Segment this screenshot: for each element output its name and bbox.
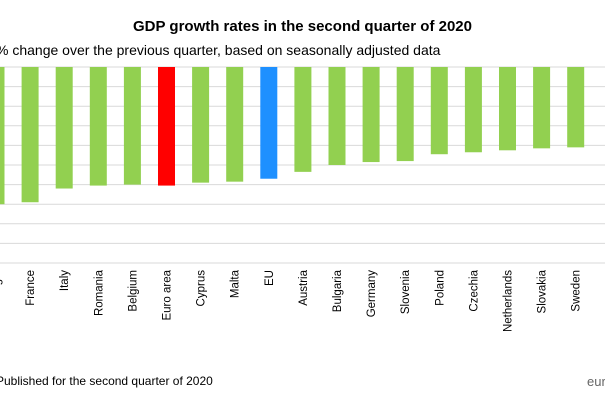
bar-malta <box>226 67 244 182</box>
category-label: Italy <box>59 270 71 291</box>
bar-netherlands <box>499 67 516 151</box>
category-label: Slovakia <box>537 269 549 313</box>
bar-poland <box>430 67 448 155</box>
category-label: Austria <box>298 269 310 305</box>
bar-slovenia <box>396 67 414 162</box>
bar-romania <box>89 67 107 186</box>
category-label: Euro area <box>162 269 174 320</box>
bar-belgium <box>123 67 141 185</box>
category-label: Bulgaria <box>332 269 344 312</box>
category-label: Romania <box>93 269 105 316</box>
category-labels: Portugal France Italy Romania Belgium Euro ar… <box>0 269 583 332</box>
bar-czechia <box>464 67 482 153</box>
bars <box>0 67 585 205</box>
category-label: Sweden <box>571 270 583 312</box>
category-label: Belgium <box>127 270 139 312</box>
bar-france <box>21 67 39 203</box>
bar-austria <box>294 67 312 172</box>
category-label: Czechia <box>468 269 480 311</box>
category-label: Slovenia <box>400 269 412 314</box>
category-label: Poland <box>434 270 446 306</box>
category-label: Malta <box>230 269 242 298</box>
bar-eu <box>260 67 278 179</box>
bar-sweden <box>567 67 585 148</box>
category-label: Germany <box>366 270 378 318</box>
bar-slovakia <box>533 67 551 149</box>
category-label: EU <box>264 270 276 286</box>
chart-subtitle: % change over the previous quarter, base… <box>0 42 441 58</box>
source-label: eurostat <box>587 374 605 389</box>
bar-bulgaria <box>328 67 346 165</box>
category-label: Portugal <box>0 270 3 313</box>
bar-italy <box>55 67 73 189</box>
category-label: Cyprus <box>196 270 208 307</box>
bar-germany <box>362 67 380 163</box>
bar-euro-area <box>158 67 175 186</box>
bar-portugal <box>0 67 5 205</box>
chart-footnote: Published for the second quarter of 2020 <box>0 374 213 388</box>
category-label: Netherlands <box>503 270 515 332</box>
bar-cyprus <box>192 67 210 183</box>
category-label: France <box>25 270 37 306</box>
chart-title: GDP growth rates in the second quarter o… <box>133 18 472 35</box>
